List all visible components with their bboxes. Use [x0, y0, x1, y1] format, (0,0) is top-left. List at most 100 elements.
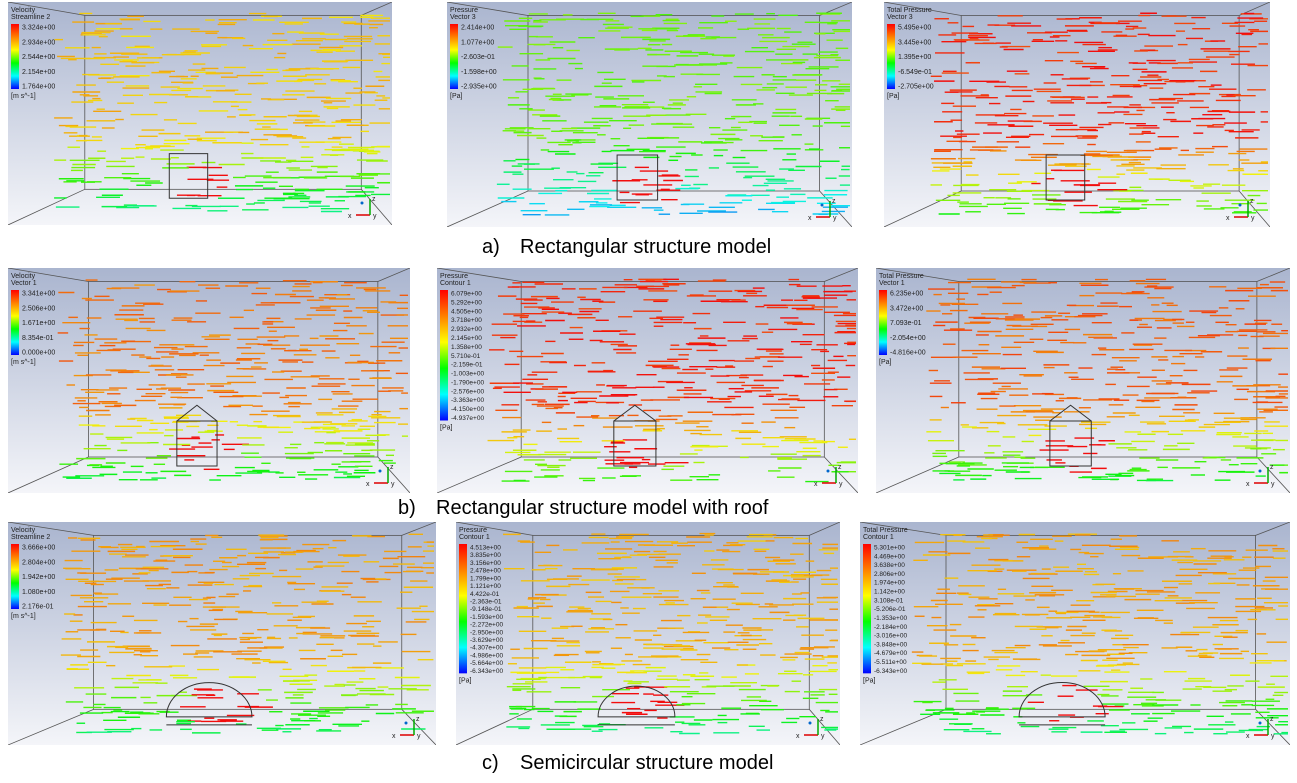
legend-subtitle: Vector 3: [450, 14, 476, 21]
legend-tick-label: -4.150e+00: [451, 406, 484, 413]
triad-z-label: z: [372, 196, 376, 203]
legend-tick-label: -1.003e+00: [451, 371, 484, 378]
axis-triad: x y z: [808, 198, 837, 222]
legend-tick-label: 0.000e+00: [22, 350, 55, 357]
edge: [377, 456, 411, 494]
edge: [446, 190, 529, 228]
triad-y: [404, 721, 408, 725]
simulation-panel: Pressure Contour 1 4.513e+00 3.835e+00 3.156…: [455, 521, 841, 746]
flow-vectors: [57, 279, 408, 481]
legend-tick-label: -6.343e+00: [874, 668, 907, 675]
legend-tick-label: 6.079e+00: [451, 291, 482, 298]
legend-tick-label: 3.445e+00: [898, 39, 931, 46]
legend-tick-label: 1.080e+00: [22, 589, 55, 596]
domain-wireframe: [859, 521, 1291, 746]
color-bar: [887, 24, 895, 89]
legend-tick-label: -2.705e+00: [898, 84, 934, 91]
edge: [1256, 267, 1291, 282]
simulation-panel: Velocity Streamline 2 3.666e+00 2.804e+00 1.…: [7, 521, 437, 746]
edge: [859, 708, 947, 746]
triad-y: [808, 721, 812, 725]
simulation-panel: Total Pressure Contour 1 5.301e+00 4.469e+0…: [859, 521, 1291, 746]
inner-box: [945, 534, 1257, 710]
roof: [1049, 404, 1092, 422]
edge: [883, 1, 962, 16]
edge: [7, 708, 94, 746]
edge: [436, 456, 522, 494]
background: [860, 522, 1290, 745]
legend-tick-label: 3.156e+00: [470, 560, 501, 567]
edge: [7, 1, 85, 16]
inner-box: [532, 534, 810, 710]
legend-tick-label: 1.799e+00: [470, 575, 501, 582]
legend-tick-label: -9.148e-01: [470, 606, 502, 613]
triad-y: [360, 201, 364, 205]
legend-tick-label: -3.363e+00: [451, 397, 484, 404]
legend-tick-label: -2.272e+00: [470, 622, 503, 629]
legend-tick-label: 6.235e+00: [890, 291, 923, 298]
legend-tick-label: 8.354e-01: [22, 335, 54, 342]
legend-tick-label: 3.666e+00: [22, 545, 55, 552]
caption: b) Rectangular structure model with roof: [398, 497, 768, 520]
triad-x-label: x: [1226, 215, 1230, 222]
legend-tick-label: -2.935e+00: [461, 84, 497, 91]
background: [447, 2, 852, 227]
legend-unit: [Pa]: [879, 359, 892, 366]
legend-tick-label: 3.718e+00: [451, 317, 482, 324]
domain-wireframe: [7, 267, 411, 494]
triad-y-label: y: [839, 481, 843, 488]
axis-triad: x y z: [392, 716, 421, 740]
legend-tick-label: 1.974e+00: [874, 580, 905, 587]
triad-z-label: z: [1250, 198, 1254, 205]
legend-tick-label: -4.679e+00: [874, 650, 907, 657]
caption-label: a): [482, 236, 500, 258]
legend-tick-label: -1.790e+00: [451, 379, 484, 386]
legend-unit: [m s^-1]: [11, 93, 36, 100]
edge: [7, 456, 89, 494]
triad-z-label: z: [820, 716, 824, 723]
triad-z-label: z: [416, 716, 420, 723]
legend-tick-label: -3.629e+00: [470, 637, 503, 644]
triad-y: [1258, 469, 1262, 473]
legend-unit: [m s^-1]: [11, 359, 36, 366]
edge: [1238, 190, 1271, 228]
edge: [819, 190, 853, 228]
legend-subtitle: Contour 1: [459, 534, 490, 541]
color-bar: [459, 544, 467, 674]
legend-title: Total Pressure: [879, 273, 924, 280]
triad-y: [378, 469, 382, 473]
caption-text: Rectangular structure model: [520, 236, 772, 258]
inner-box: [520, 281, 825, 458]
legend-title: Total Pressure: [887, 7, 932, 14]
inner-box: [88, 281, 379, 458]
legend-unit: [Pa]: [863, 677, 876, 684]
caption: a) Rectangular structure model: [482, 236, 771, 259]
edge: [401, 521, 437, 536]
legend-tick-label: -1.593e+00: [470, 614, 503, 621]
legend-tick-label: 5.301e+00: [874, 545, 905, 552]
legend-tick-label: 2.478e+00: [470, 568, 501, 575]
legend-tick-label: -5.511e+00: [874, 659, 907, 666]
legend-tick-label: 3.324e+00: [22, 25, 55, 32]
legend-tick-label: 4.505e+00: [451, 308, 482, 315]
flow-vectors: [926, 278, 1288, 482]
legend-tick-label: -5.206e-01: [874, 606, 906, 613]
domain-wireframe: [875, 267, 1291, 494]
legend-tick-label: -1.598e+00: [461, 69, 497, 76]
legend-tick-label: 5.495e+00: [898, 25, 931, 32]
box: [176, 420, 218, 467]
legend-tick-label: 3.835e+00: [470, 552, 501, 559]
legend-tick-label: 1.942e+00: [22, 574, 55, 581]
edge: [7, 188, 85, 226]
legend-tick-label: 3.472e+00: [890, 305, 923, 312]
axis-triad: x y z: [1226, 198, 1255, 222]
triad-y-label: y: [373, 213, 377, 220]
color-bar: [440, 290, 448, 421]
caption-text: Semicircular structure model: [520, 752, 774, 774]
legend-tick-label: 5.710e-01: [451, 353, 481, 360]
